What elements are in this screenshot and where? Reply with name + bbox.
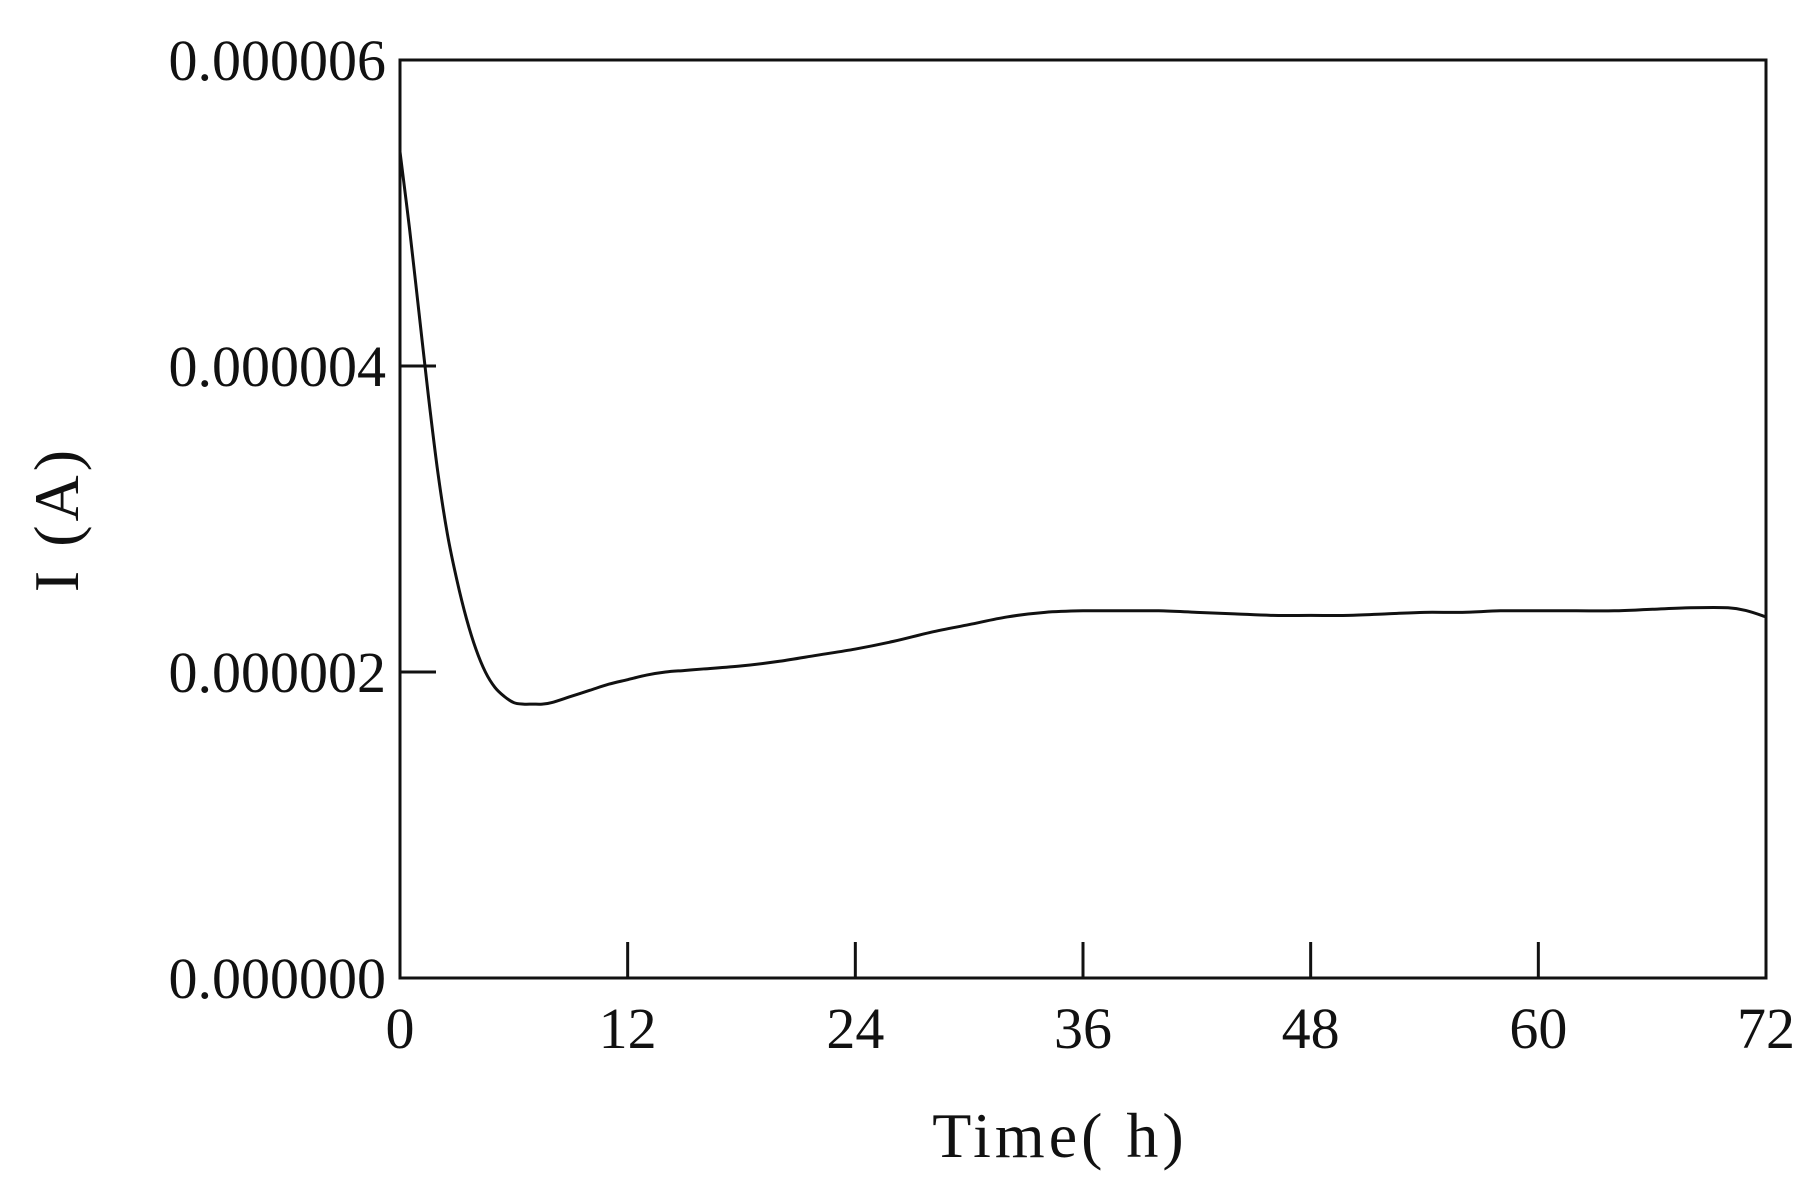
y-tick-label: 0.000004 xyxy=(169,334,387,399)
x-axis-label: Time( h) xyxy=(932,1100,1187,1171)
plot-area xyxy=(398,58,1768,980)
x-tick-label: 72 xyxy=(1737,996,1795,1061)
y-axis: 0.000000 0.000002 0.000004 0.000006 xyxy=(169,28,436,1011)
y-axis-label: I (A) xyxy=(21,446,92,592)
x-axis: 0 12 24 36 48 60 72 xyxy=(386,942,1795,1061)
y-tick-label: 0.000002 xyxy=(169,640,387,705)
x-tick-label: 60 xyxy=(1509,996,1567,1061)
y-tick-label: 0.000006 xyxy=(169,28,387,93)
x-tick-label: 12 xyxy=(599,996,657,1061)
y-tick-label: 0.000000 xyxy=(169,946,387,1011)
x-tick-label: 24 xyxy=(826,996,884,1061)
x-tick-label: 36 xyxy=(1054,996,1112,1061)
x-tick-label: 0 xyxy=(386,996,415,1061)
series-line xyxy=(398,150,1768,706)
x-tick-label: 48 xyxy=(1282,996,1340,1061)
plot-frame xyxy=(398,58,1768,980)
